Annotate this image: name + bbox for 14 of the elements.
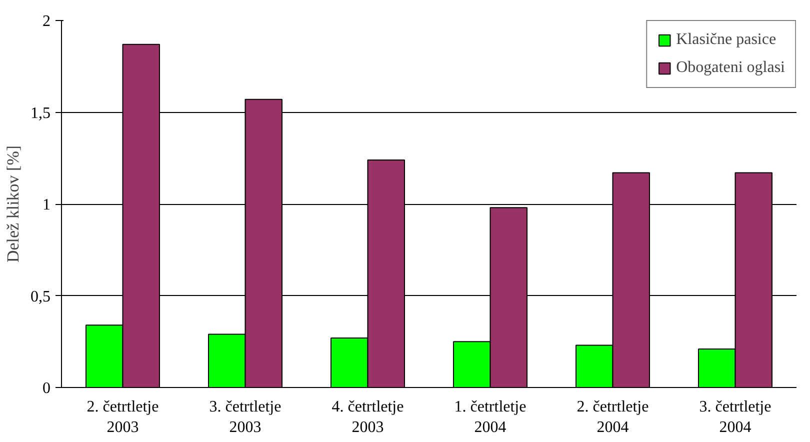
x-tick-label: 1. četrtletje 2004 [454, 398, 526, 436]
legend-label: Obogateni oglasi [676, 59, 785, 77]
x-tick-label: 4. četrtletje 2003 [332, 398, 404, 436]
x-tick-label: 3. četrtletje 2003 [209, 398, 282, 436]
x-tick-label: 3. četrtletje 2004 [699, 398, 772, 436]
y-tick-label: 1,5 [30, 104, 50, 122]
y-tick-label: 0,5 [30, 288, 50, 306]
y-tick-label: 0 [42, 380, 50, 397]
y-axis-title: Delež klikov [%] [4, 145, 22, 263]
x-tick-label: 2. četrtletje 2004 [576, 398, 649, 436]
y-tick-label: 2 [42, 13, 50, 30]
x-tick-label: 2. četrtletje 2003 [86, 398, 159, 436]
legend-label: Klasične pasice [676, 31, 776, 49]
y-tick-label: 1 [42, 196, 50, 214]
